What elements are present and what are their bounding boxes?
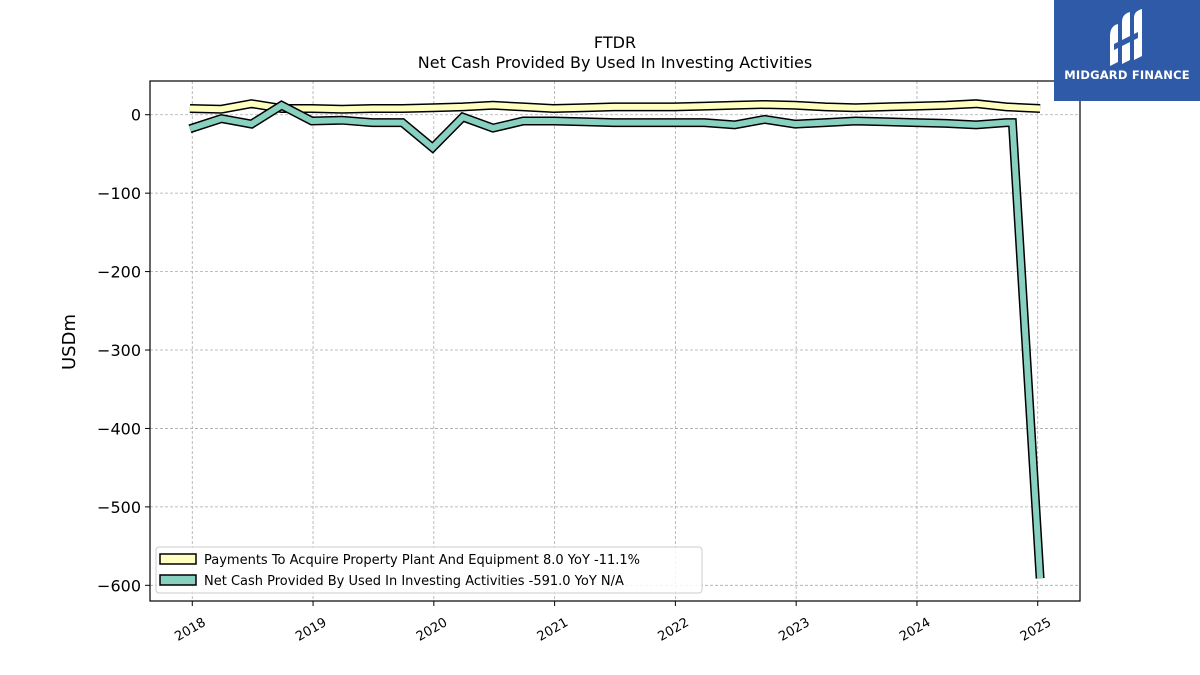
series-1-line [188,101,1044,579]
legend-label: Net Cash Provided By Used In Investing A… [204,574,624,589]
legend-box [155,546,703,594]
x-tick-label: 2019 [293,615,329,645]
brand-logo: MIDGARD FINANCE [1054,0,1200,101]
plot-frame [149,80,1081,602]
y-tick-label: 0 [131,106,141,125]
chart-title: FTDR [594,33,636,52]
grid [150,81,1080,601]
y-axis-label: USDm [59,314,80,370]
legend-swatch [159,553,197,565]
y-tick-label: −200 [97,263,141,282]
y-tick-label: −300 [97,341,141,360]
y-tick-label: −500 [97,498,141,517]
x-tick-label: 2023 [776,615,812,645]
x-tick-label: 2020 [414,615,450,645]
x-tick-label: 2025 [1018,615,1054,645]
legend: Payments To Acquire Property Plant And E… [155,546,703,594]
legend-label: Payments To Acquire Property Plant And E… [204,553,640,568]
y-tick-label: −400 [97,419,141,438]
x-tick-label: 2018 [172,615,208,645]
series-group [188,99,1045,579]
x-tick-label: 2021 [535,615,571,645]
x-tick-label: 2022 [656,615,692,645]
legend-swatch [159,574,197,586]
y-tick-label: −100 [97,184,141,203]
series-1-outline [188,100,1045,579]
y-tick-label: −600 [97,576,141,595]
series-0-line [189,100,1041,113]
x-tick-label: 2024 [897,615,933,645]
logo-icon [1110,9,1142,66]
chart-subtitle: Net Cash Provided By Used In Investing A… [418,53,812,72]
brand-name: MIDGARD FINANCE [1064,68,1190,82]
